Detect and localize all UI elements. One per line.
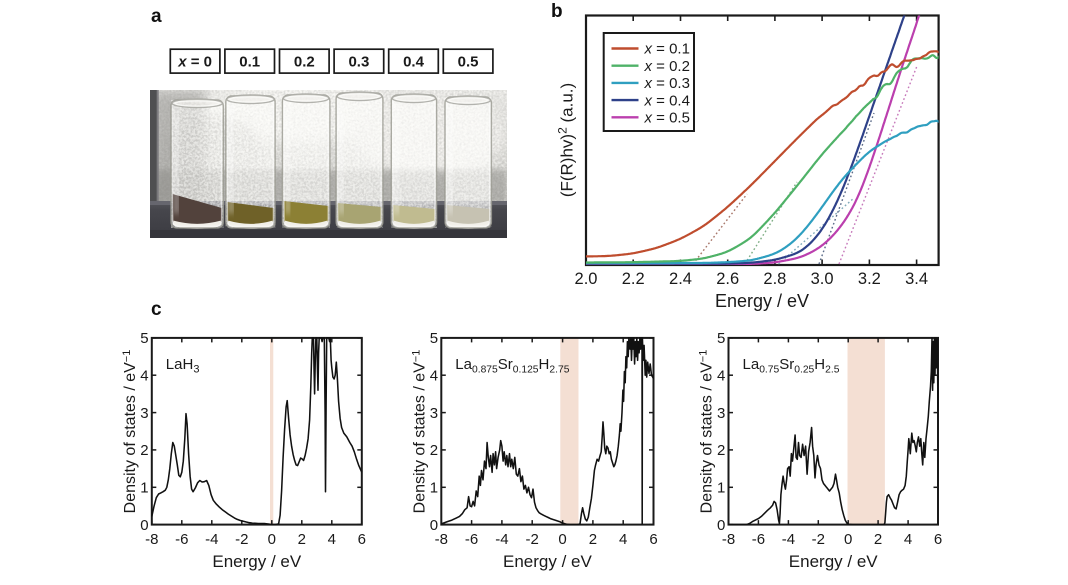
svg-text:x = 0.1: x = 0.1 xyxy=(644,41,690,58)
svg-text:-4: -4 xyxy=(782,531,795,548)
svg-text:6: 6 xyxy=(358,531,366,548)
svg-text:4: 4 xyxy=(619,531,627,548)
svg-text:-8: -8 xyxy=(722,531,735,548)
svg-text:Density of states / eV−1: Density of states / eV−1 xyxy=(410,350,428,514)
svg-text:0.4: 0.4 xyxy=(403,54,425,71)
svg-text:0: 0 xyxy=(558,531,566,548)
svg-text:Energy / eV: Energy / eV xyxy=(212,552,301,571)
svg-text:6: 6 xyxy=(649,531,657,548)
svg-text:1: 1 xyxy=(430,480,438,497)
svg-text:-6: -6 xyxy=(175,531,188,548)
svg-text:-6: -6 xyxy=(465,531,478,548)
svg-text:-2: -2 xyxy=(812,531,825,548)
svg-text:0.5: 0.5 xyxy=(458,54,479,71)
svg-text:1: 1 xyxy=(717,480,725,497)
svg-text:4: 4 xyxy=(430,367,438,384)
svg-text:4: 4 xyxy=(140,367,148,384)
svg-text:x = 0.4: x = 0.4 xyxy=(644,92,690,109)
svg-text:Energy / eV: Energy / eV xyxy=(715,291,809,311)
svg-text:-4: -4 xyxy=(205,531,218,548)
svg-text:LaH3: LaH3 xyxy=(166,356,200,376)
svg-text:2.0: 2.0 xyxy=(575,270,598,288)
svg-text:0: 0 xyxy=(140,517,148,534)
svg-text:x = 0.2: x = 0.2 xyxy=(644,58,690,75)
svg-text:Density of states / eV−1: Density of states / eV−1 xyxy=(698,350,716,514)
svg-text:c: c xyxy=(151,299,162,320)
svg-text:2.2: 2.2 xyxy=(622,270,645,288)
svg-text:5: 5 xyxy=(140,330,148,347)
svg-text:(F(R)hv)2 (a.u.): (F(R)hv)2 (a.u.) xyxy=(556,83,577,197)
svg-text:-6: -6 xyxy=(752,531,765,548)
svg-text:La0.75Sr0.25H2.5: La0.75Sr0.25H2.5 xyxy=(743,356,840,376)
svg-text:0: 0 xyxy=(844,531,852,548)
svg-text:0: 0 xyxy=(717,517,725,534)
svg-text:3: 3 xyxy=(430,405,438,422)
svg-text:La0.875Sr0.125H2.75: La0.875Sr0.125H2.75 xyxy=(455,356,569,376)
svg-text:x = 0: x = 0 xyxy=(177,54,212,71)
svg-text:2: 2 xyxy=(589,531,597,548)
svg-text:2: 2 xyxy=(717,442,725,459)
svg-text:2.8: 2.8 xyxy=(763,270,786,288)
svg-text:4: 4 xyxy=(904,531,912,548)
svg-text:3: 3 xyxy=(717,405,725,422)
svg-text:-4: -4 xyxy=(495,531,508,548)
svg-text:4: 4 xyxy=(328,531,336,548)
svg-text:0.2: 0.2 xyxy=(294,54,315,71)
svg-text:4: 4 xyxy=(717,367,725,384)
svg-text:5: 5 xyxy=(717,330,725,347)
svg-text:Energy / eV: Energy / eV xyxy=(503,552,592,571)
svg-text:1: 1 xyxy=(140,480,148,497)
svg-text:b: b xyxy=(551,1,563,22)
svg-text:Density of states / eV−1: Density of states / eV−1 xyxy=(121,350,139,514)
svg-text:a: a xyxy=(151,6,162,27)
svg-text:2.6: 2.6 xyxy=(716,270,739,288)
svg-text:3: 3 xyxy=(140,405,148,422)
svg-text:2: 2 xyxy=(874,531,882,548)
svg-text:0.3: 0.3 xyxy=(348,54,369,71)
svg-text:x = 0.5: x = 0.5 xyxy=(644,110,690,127)
svg-text:0: 0 xyxy=(268,531,276,548)
svg-text:2: 2 xyxy=(430,442,438,459)
svg-text:-2: -2 xyxy=(526,531,539,548)
svg-text:x = 0.3: x = 0.3 xyxy=(644,75,690,92)
svg-text:Energy / eV: Energy / eV xyxy=(789,552,878,571)
svg-text:-2: -2 xyxy=(235,531,248,548)
svg-text:0: 0 xyxy=(430,517,438,534)
svg-text:5: 5 xyxy=(430,330,438,347)
svg-text:2.4: 2.4 xyxy=(669,270,692,288)
svg-text:2: 2 xyxy=(140,442,148,459)
svg-text:3.4: 3.4 xyxy=(905,270,928,288)
svg-text:-8: -8 xyxy=(435,531,448,548)
svg-text:3.0: 3.0 xyxy=(811,270,834,288)
svg-text:0.1: 0.1 xyxy=(239,54,260,71)
svg-text:2: 2 xyxy=(298,531,306,548)
svg-text:6: 6 xyxy=(934,531,942,548)
svg-text:-8: -8 xyxy=(145,531,158,548)
svg-text:3.2: 3.2 xyxy=(858,270,881,288)
